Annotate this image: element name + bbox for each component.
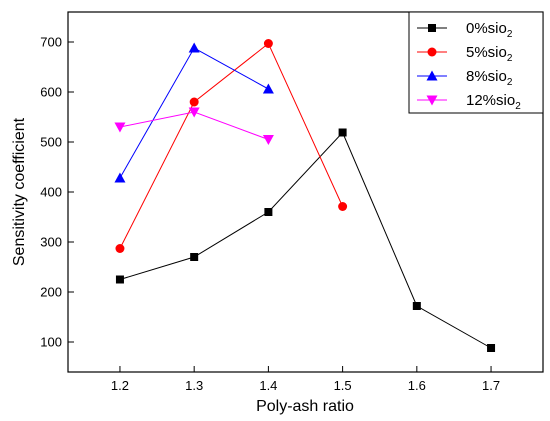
data-point-marker	[190, 253, 199, 261]
x-tick-label: 1.7	[482, 378, 500, 393]
series-2	[115, 39, 348, 253]
y-tick-label: 200	[40, 285, 62, 300]
legend: 0%sio2 5%sio2 8%sio2 12%sio2	[408, 11, 544, 114]
legend-item: 8%sio2	[417, 68, 513, 88]
x-tick-label: 1.2	[111, 378, 129, 393]
data-point-marker	[263, 39, 273, 48]
legend-label: 5%sio2	[466, 44, 513, 64]
data-point-marker	[487, 344, 496, 352]
legend-label: 8%sio2	[466, 68, 513, 88]
data-point-marker	[412, 302, 421, 310]
data-point-marker	[262, 83, 274, 94]
data-point-marker	[188, 42, 200, 53]
data-point-marker	[114, 122, 126, 133]
series-layer	[114, 39, 496, 352]
series-line	[119, 131, 492, 349]
y-tick-label: 300	[40, 235, 62, 250]
y-tick-label: 600	[40, 85, 62, 100]
data-point-marker	[115, 275, 124, 284]
series-3	[114, 42, 274, 183]
legend-item: 12%sio2	[417, 92, 521, 112]
data-point-marker	[338, 128, 347, 137]
data-point-marker	[264, 208, 273, 216]
data-point-marker	[114, 172, 126, 183]
series-1	[115, 128, 496, 352]
data-point-marker	[262, 135, 274, 145]
legend-label: 0%sio2	[466, 20, 513, 40]
legend-marker	[428, 24, 436, 32]
x-tick-label: 1.6	[408, 378, 426, 393]
series-4	[114, 107, 274, 145]
x-tick-label: 1.4	[259, 378, 277, 393]
y-axis-ticks: 100 200 300 400 500 600 700	[40, 35, 74, 350]
y-tick-label: 100	[40, 335, 62, 350]
x-axis-ticks: 1.2 1.3 1.4 1.5 1.6 1.7	[111, 366, 500, 393]
x-tick-label: 1.5	[334, 378, 352, 393]
legend-marker	[427, 47, 437, 57]
y-tick-label: 500	[40, 135, 62, 150]
legend-marker	[426, 70, 438, 81]
legend-item: 0%sio2	[417, 20, 513, 40]
x-tick-label: 1.3	[185, 378, 203, 393]
x-axis-title: Poly-ash ratio	[256, 398, 354, 415]
y-axis-title: Sensitivity coefficient	[11, 117, 28, 266]
series-line	[119, 42, 344, 249]
data-point-marker	[189, 97, 199, 107]
data-point-marker	[338, 202, 348, 211]
legend-marker	[426, 95, 438, 106]
data-point-marker	[115, 244, 125, 253]
y-tick-label: 400	[40, 185, 62, 200]
data-point-marker	[188, 107, 200, 118]
legend-item: 5%sio2	[417, 44, 513, 64]
y-tick-label: 700	[40, 35, 62, 50]
legend-label: 12%sio2	[466, 92, 521, 112]
